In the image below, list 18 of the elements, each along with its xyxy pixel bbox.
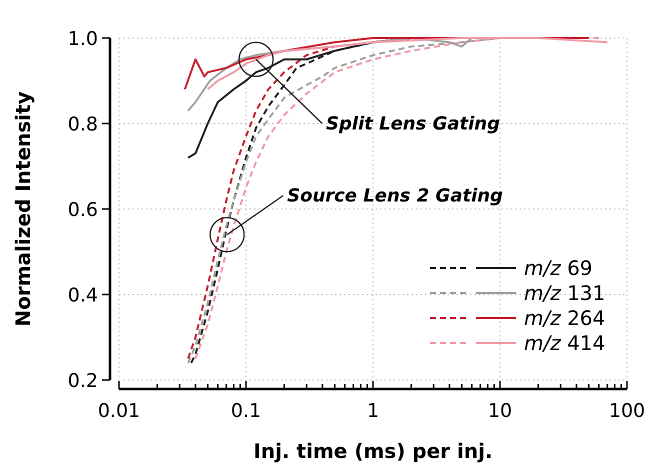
x-tick-label: 100 bbox=[608, 400, 646, 422]
legend-label: m/z 69 bbox=[524, 256, 593, 280]
y-tick-label: 0.2 bbox=[68, 370, 98, 392]
x-tick-label: 1 bbox=[366, 400, 380, 422]
annotation: Split Lens Gating bbox=[326, 113, 500, 134]
x-axis-title: Inj. time (ms) per inj. bbox=[253, 439, 493, 463]
y-axis-title: Normalized Intensity bbox=[11, 91, 35, 327]
x-tick-label: 10 bbox=[488, 400, 512, 422]
legend-label: m/z 264 bbox=[524, 306, 606, 330]
x-tick-label: 0.1 bbox=[230, 400, 262, 422]
y-tick-label: 0.4 bbox=[68, 284, 98, 306]
annotation: Source Lens 2 Gating bbox=[287, 186, 504, 207]
y-tick-label: 0.6 bbox=[68, 199, 98, 221]
y-tick-label: 0.8 bbox=[68, 114, 98, 136]
legend-label: m/z 414 bbox=[524, 331, 606, 355]
legend-label: m/z 131 bbox=[524, 281, 606, 305]
x-tick-label: 0.01 bbox=[98, 400, 140, 422]
y-tick-label: 1.0 bbox=[68, 28, 98, 50]
